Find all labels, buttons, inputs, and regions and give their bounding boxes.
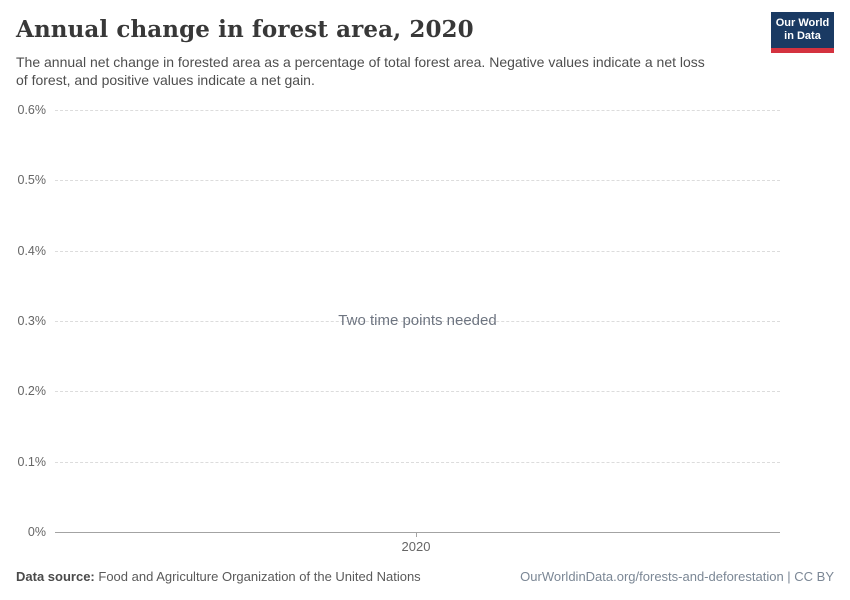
y-axis-tick-label: 0.5%	[17, 173, 47, 187]
x-axis-tick	[416, 532, 417, 537]
y-axis-tick-label: 0%	[27, 525, 46, 539]
data-source: Data source: Food and Agriculture Organi…	[16, 569, 421, 584]
y-axis-tick-label: 0.2%	[17, 384, 47, 398]
y-axis-tick-label: 0.1%	[17, 455, 47, 469]
owid-logo-text-line2: in Data	[784, 30, 821, 42]
x-axis-tick-label: 2020	[401, 539, 431, 554]
gridline	[55, 391, 780, 392]
data-source-text: Food and Agriculture Organization of the…	[98, 569, 421, 584]
owid-logo[interactable]: Our World in Data	[771, 12, 834, 53]
y-axis-tick-label: 0.4%	[17, 244, 47, 258]
page-subtitle: The annual net change in forested area a…	[16, 54, 705, 88]
footer-link[interactable]: OurWorldinData.org/forests-and-deforesta…	[520, 569, 834, 584]
gridline	[55, 321, 780, 322]
gridline	[55, 180, 780, 181]
empty-chart-message: Two time points needed	[338, 312, 497, 329]
footer: Data source: Food and Agriculture Organi…	[16, 569, 834, 584]
owid-logo-text-line1: Our World	[775, 17, 830, 29]
x-axis-line	[55, 532, 780, 533]
gridline	[55, 251, 780, 252]
gridline	[55, 462, 780, 463]
data-source-label: Data source:	[16, 569, 95, 584]
y-axis-tick-label: 0.6%	[17, 103, 47, 117]
gridline	[55, 110, 780, 111]
page-title: Annual change in forest area, 2020	[16, 16, 474, 43]
y-axis-tick-label: 0.3%	[17, 314, 47, 328]
